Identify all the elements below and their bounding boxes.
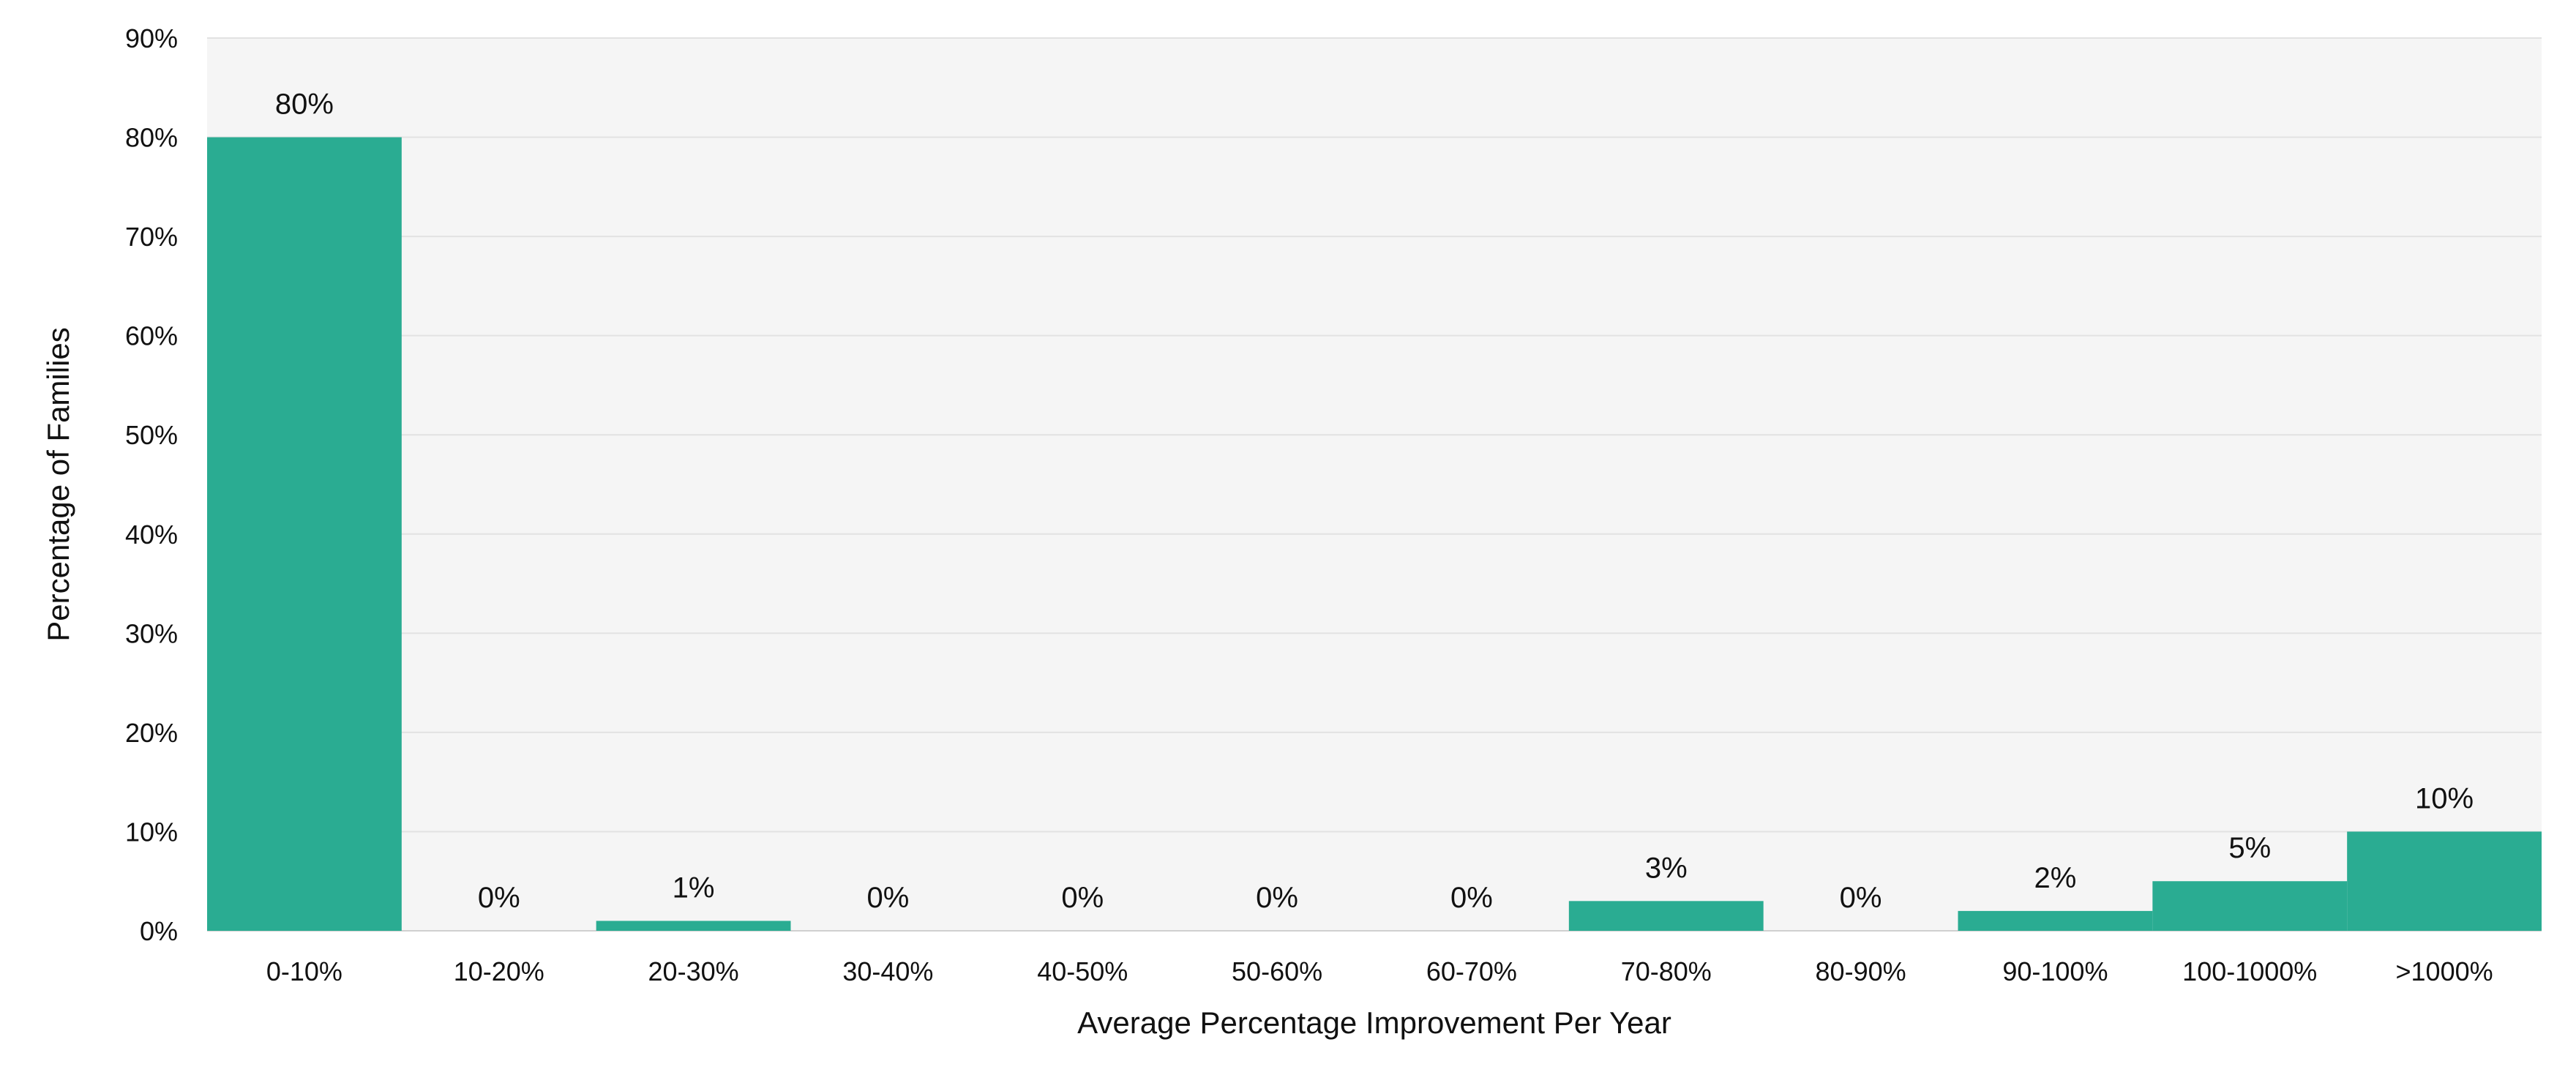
y-axis-title: Percentage of Families [41, 327, 75, 642]
x-tick-label: 20-30% [648, 956, 739, 986]
data-label: 0% [478, 882, 520, 914]
data-label: 0% [867, 882, 910, 914]
y-tick-label: 0% [140, 916, 178, 946]
bar [207, 137, 402, 932]
data-label: 80% [275, 89, 334, 121]
bar [1958, 910, 2153, 931]
data-label: 0% [1840, 882, 1882, 914]
data-label: 10% [2415, 782, 2474, 814]
y-tick-label: 50% [125, 420, 178, 450]
x-tick-label: 60-70% [1426, 956, 1517, 986]
x-tick-label: 50-60% [1232, 956, 1322, 986]
y-axis-ticks: 0% 10% 20% 30% 40% 50% 60% 70% 80% 90% [125, 23, 178, 946]
x-tick-label: >1000% [2396, 956, 2493, 986]
x-tick-label: 100-1000% [2182, 956, 2317, 986]
x-tick-label: 0-10% [266, 956, 342, 986]
data-label: 1% [673, 872, 715, 904]
x-tick-label: 90-100% [2002, 956, 2108, 986]
x-tick-label: 70-80% [1621, 956, 1712, 986]
data-label: 0% [1061, 882, 1104, 914]
x-tick-label: 10-20% [454, 956, 544, 986]
data-label: 5% [2228, 832, 2271, 864]
x-tick-label: 40-50% [1037, 956, 1128, 986]
data-label: 3% [1645, 852, 1688, 884]
y-tick-label: 10% [125, 817, 178, 847]
x-tick-label: 30-40% [842, 956, 933, 986]
x-axis-title: Average Percentage Improvement Per Year [1077, 1005, 1671, 1040]
bar [1568, 901, 1764, 931]
y-tick-label: 80% [125, 123, 178, 153]
bar [2347, 831, 2542, 931]
bar [2152, 881, 2348, 931]
data-label: 0% [1450, 882, 1493, 914]
y-tick-label: 30% [125, 618, 178, 648]
data-label: 2% [2034, 862, 2077, 894]
y-tick-label: 60% [125, 321, 178, 351]
x-axis-ticks: 0-10% 10-20% 20-30% 30-40% 40-50% 50-60% 60-70… [266, 956, 2493, 986]
plot-background [207, 38, 2542, 931]
bars [207, 137, 2542, 932]
x-tick-label: 80-90% [1816, 956, 1906, 986]
data-label: 0% [1256, 882, 1298, 914]
y-tick-label: 40% [125, 520, 178, 550]
y-tick-label: 20% [125, 718, 178, 748]
y-tick-label: 90% [125, 23, 178, 53]
data-labels: 80% 0% 1% 0% 0% 0% 0% 3% 0% 2% 5% 10% [275, 89, 2474, 914]
y-tick-label: 70% [125, 222, 178, 252]
bar [596, 921, 791, 931]
